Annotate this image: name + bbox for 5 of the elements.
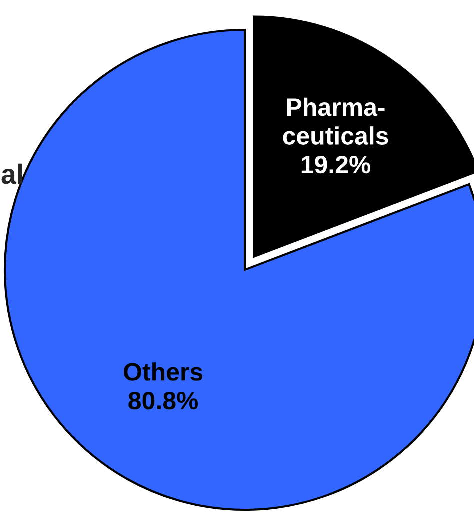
data-label: 80.8% [128, 392, 198, 410]
data-label: 19.2% [302, 156, 371, 174]
slice-label: Pharma- ceuticals [283, 98, 388, 145]
text: al [2, 164, 22, 184]
slice-label: Others [124, 362, 203, 381]
